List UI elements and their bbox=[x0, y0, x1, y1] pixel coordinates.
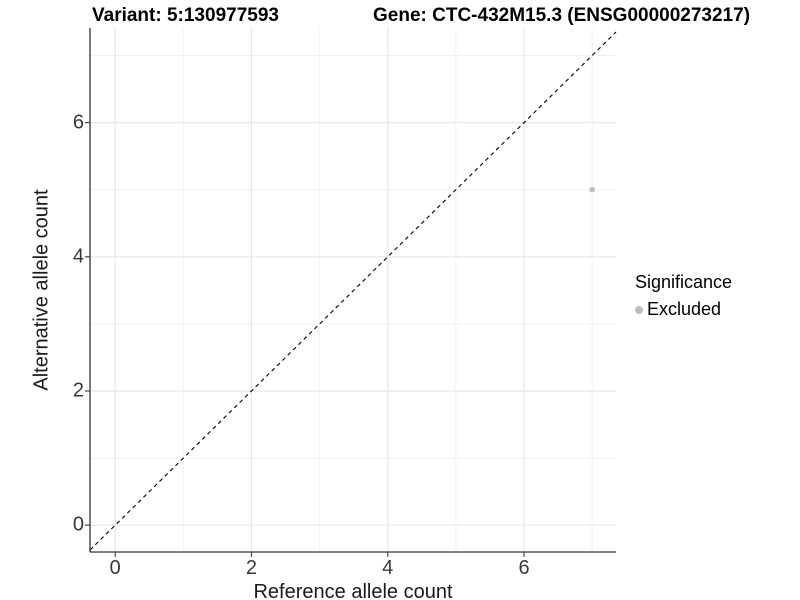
legend-item-label: Excluded bbox=[647, 299, 722, 319]
legend-item-excluded: Excluded bbox=[635, 299, 732, 320]
y-tick-label: 6 bbox=[72, 111, 84, 134]
x-tick-label: 2 bbox=[245, 557, 258, 579]
x-tick-label: 0 bbox=[109, 557, 121, 579]
x-tick-label: 6 bbox=[518, 557, 530, 579]
y-axis-title: Alternative allele count bbox=[30, 189, 53, 391]
y-tick-label: 4 bbox=[72, 245, 84, 268]
x-tick-label: 4 bbox=[382, 557, 394, 579]
y-tick-label: 2 bbox=[72, 379, 84, 402]
legend-point-swatch bbox=[635, 305, 643, 314]
legend: Significance Excluded bbox=[635, 272, 732, 320]
y-tick-label: 0 bbox=[72, 513, 84, 536]
legend-title: Significance bbox=[635, 272, 733, 292]
plot-title-variant: Variant: 5:130977593 bbox=[92, 5, 279, 26]
x-axis-title: Reference allele count bbox=[253, 581, 453, 600]
plot-title-gene: Gene: CTC-432M15.3 (ENSG00000273217) bbox=[373, 5, 751, 26]
identity-reference-line bbox=[89, 31, 617, 551]
data-point bbox=[589, 186, 595, 193]
